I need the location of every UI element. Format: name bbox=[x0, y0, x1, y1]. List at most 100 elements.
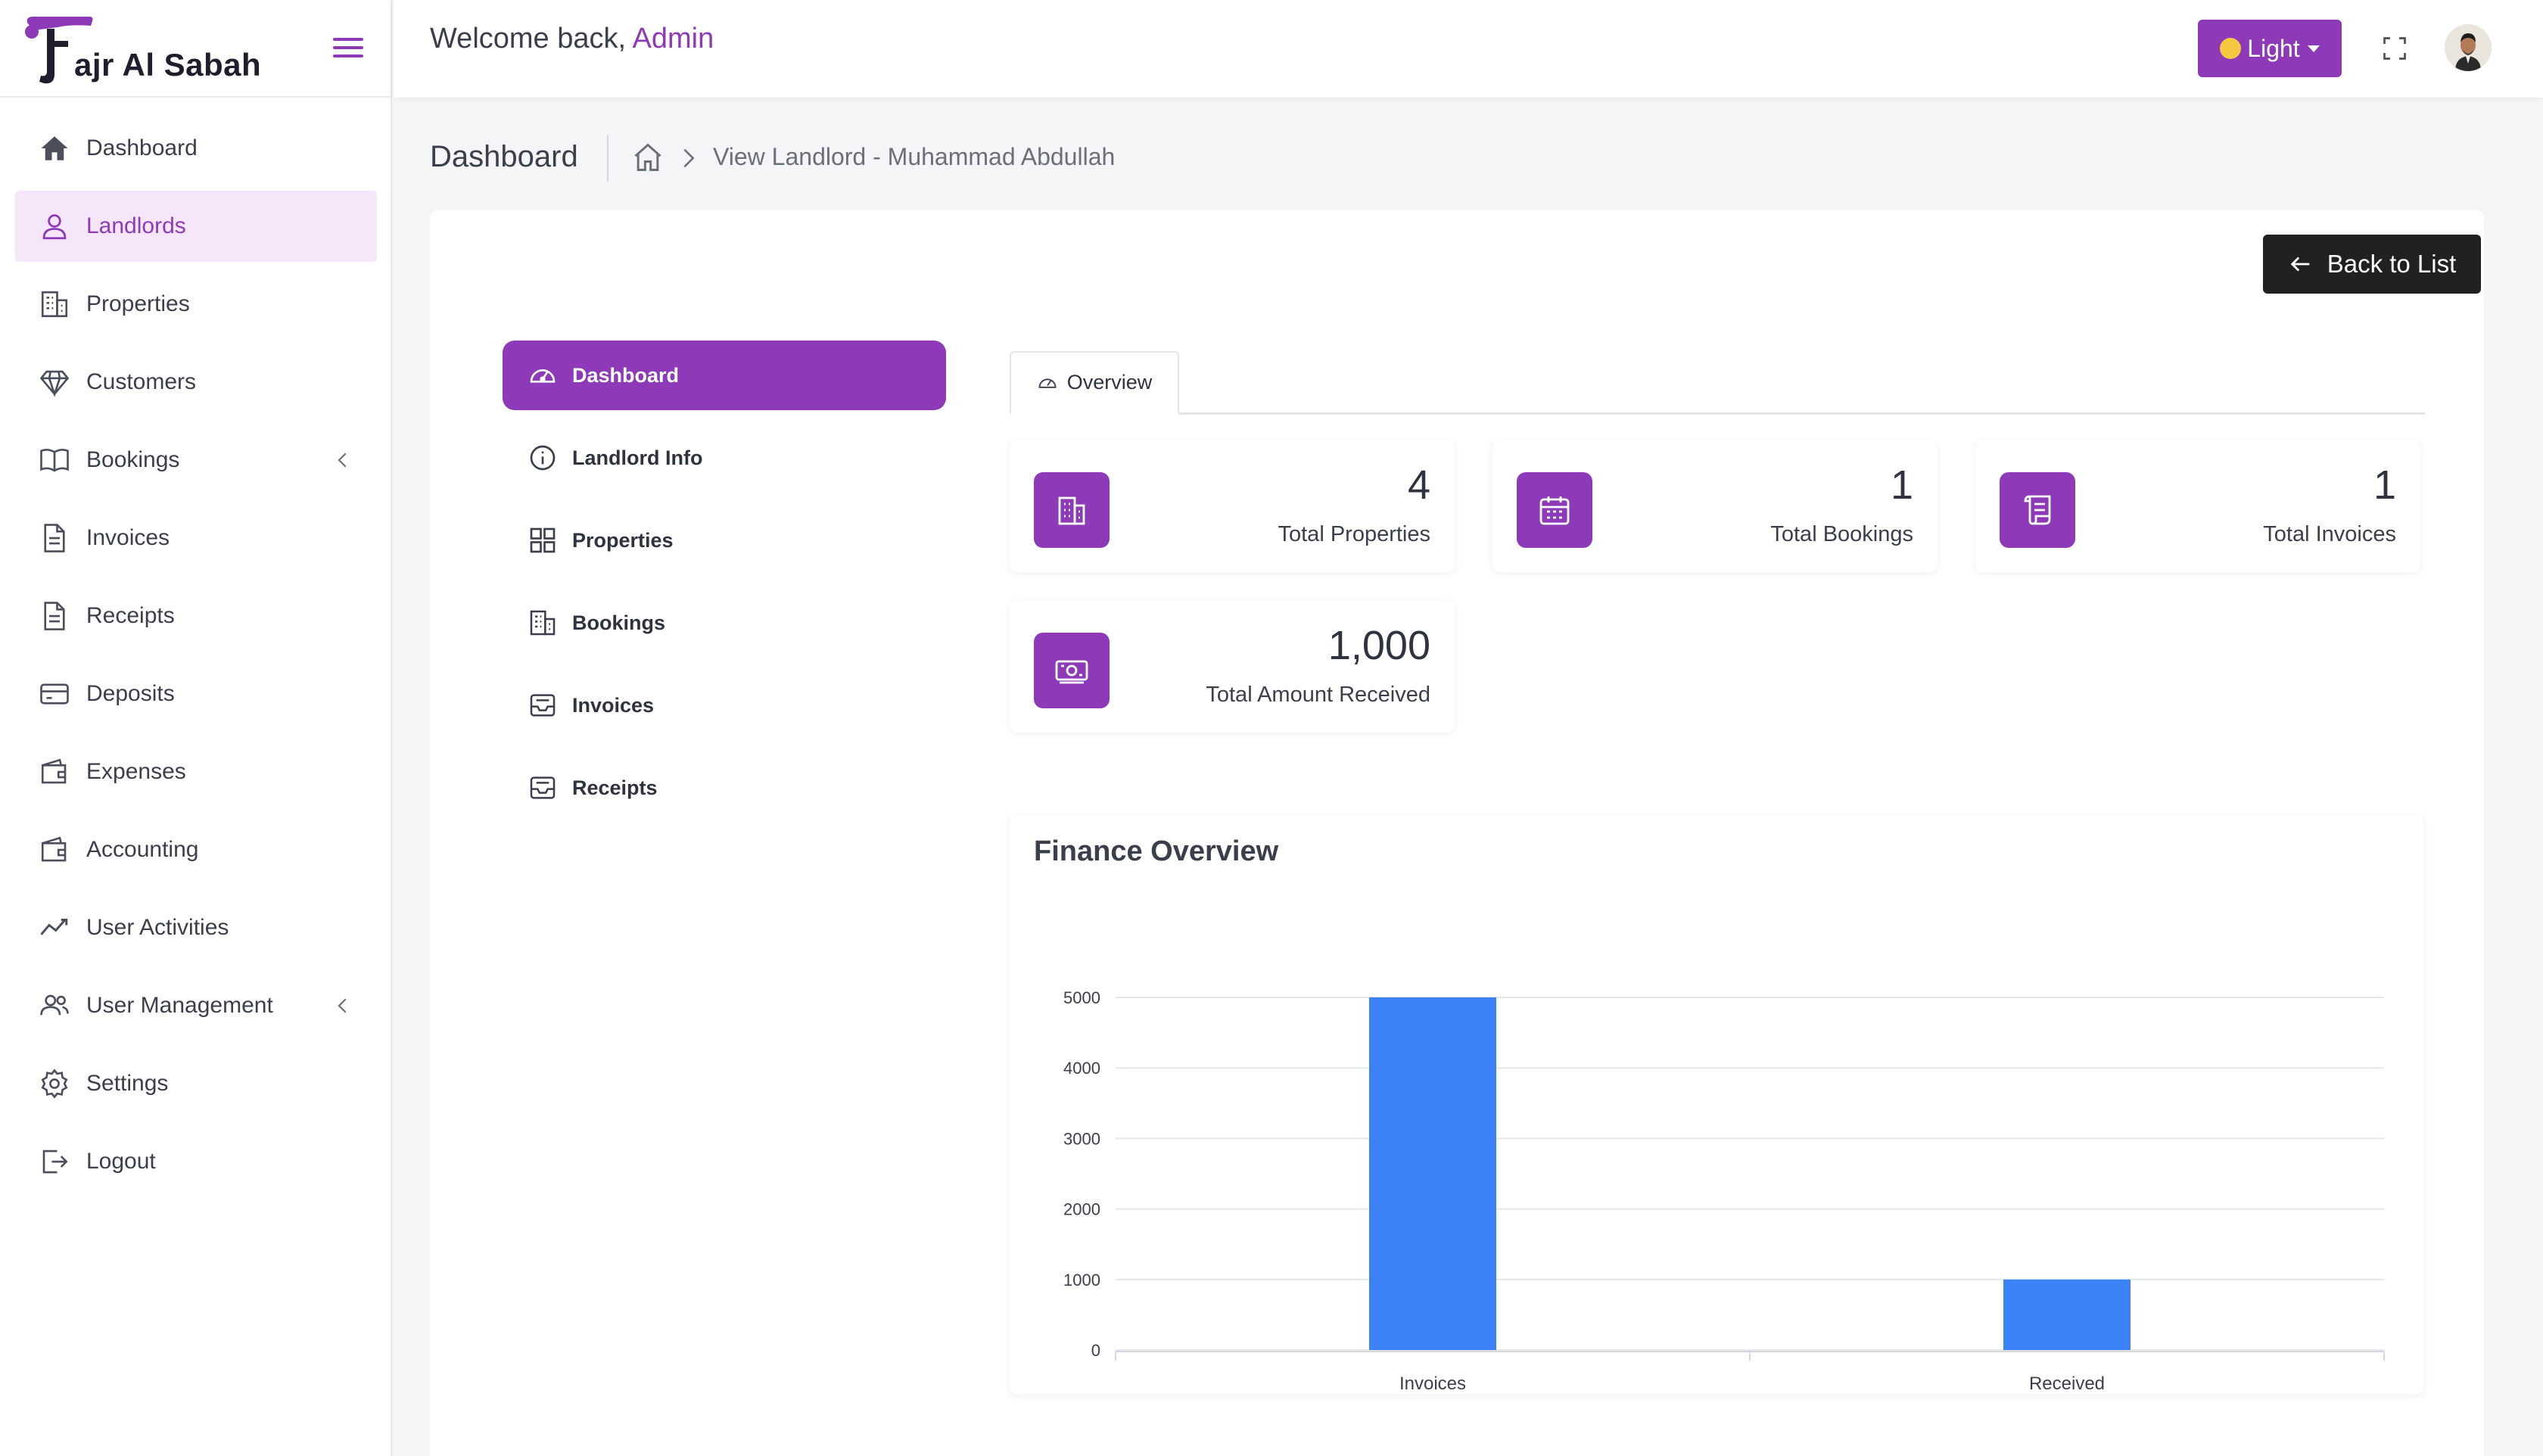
subnav-item-landlord-info[interactable]: Landlord Info bbox=[503, 423, 946, 493]
subnav-label: Dashboard bbox=[572, 363, 680, 387]
speedometer-icon bbox=[527, 359, 559, 391]
stat-value: 1,000 bbox=[1328, 623, 1430, 668]
wallet-icon bbox=[38, 833, 71, 866]
sidebar-item-label: Expenses bbox=[86, 759, 186, 784]
sidebar-item-properties[interactable]: Properties bbox=[15, 269, 377, 340]
sidebar-item-label: Properties bbox=[86, 291, 190, 316]
brand-bar: ajr Al Sabah bbox=[0, 0, 391, 98]
y-tick-label: 1000 bbox=[1063, 1271, 1100, 1290]
sidebar-item-logout[interactable]: Logout bbox=[15, 1126, 377, 1197]
subnav-item-invoices[interactable]: Invoices bbox=[503, 670, 946, 740]
subnav-item-properties[interactable]: Properties bbox=[503, 506, 946, 575]
stat-label: Total Properties bbox=[1278, 522, 1431, 546]
chevron-right-icon bbox=[683, 148, 695, 168]
sidebar-item-user-activities[interactable]: User Activities bbox=[15, 892, 377, 963]
stat-value: 4 bbox=[1407, 462, 1430, 508]
user-avatar-icon bbox=[2445, 24, 2492, 71]
activity-icon bbox=[38, 911, 71, 944]
grid-icon bbox=[527, 524, 559, 556]
finance-overview-card: Finance Overview 0 1000 2000 3000 4000 5000 In… bbox=[1010, 816, 2423, 1394]
avatar[interactable] bbox=[2445, 24, 2492, 71]
y-tick-label: 3000 bbox=[1063, 1129, 1100, 1148]
building-icon bbox=[1034, 472, 1110, 548]
subnav-item-bookings[interactable]: Bookings bbox=[503, 588, 946, 658]
subnav-label: Properties bbox=[572, 528, 674, 552]
landlord-subnav: Dashboard Landlord Info Properties Booki… bbox=[503, 341, 946, 835]
x-tick-label: Invoices bbox=[1399, 1374, 1466, 1394]
welcome-user: Admin bbox=[632, 23, 714, 54]
sidebar-item-dashboard[interactable]: Dashboard bbox=[15, 113, 377, 184]
fullscreen-icon[interactable] bbox=[2381, 35, 2408, 62]
caret-down-icon bbox=[2307, 45, 2320, 52]
inbox-icon bbox=[527, 689, 559, 721]
sidebar-item-bookings[interactable]: Bookings bbox=[15, 425, 377, 496]
sidebar-item-invoices[interactable]: Invoices bbox=[15, 502, 377, 574]
tab-overview[interactable]: Overview bbox=[1010, 351, 1179, 415]
cash-icon bbox=[1034, 633, 1110, 708]
stat-label: Total Bookings bbox=[1770, 522, 1913, 546]
sidebar-item-customers[interactable]: Customers bbox=[15, 347, 377, 418]
y-tick-label: 5000 bbox=[1063, 988, 1100, 1007]
top-header: Welcome back, Admin Light bbox=[394, 0, 2543, 98]
fajr-logo-icon bbox=[25, 17, 93, 84]
sidebar-item-label: User Management bbox=[86, 993, 273, 1018]
inbox-icon bbox=[527, 772, 559, 804]
document-icon bbox=[38, 521, 71, 555]
subnav-item-dashboard[interactable]: Dashboard bbox=[503, 341, 946, 410]
tab-bar: Overview bbox=[1010, 351, 2425, 415]
sidebar-item-receipts[interactable]: Receipts bbox=[15, 580, 377, 652]
home-icon[interactable] bbox=[631, 141, 665, 174]
subnav-label: Receipts bbox=[572, 776, 658, 799]
home-icon bbox=[38, 132, 71, 165]
sidebar-item-landlords[interactable]: Landlords bbox=[15, 191, 377, 262]
subnav-item-receipts[interactable]: Receipts bbox=[503, 753, 946, 823]
sidebar-item-label: Accounting bbox=[86, 837, 199, 862]
chevron-left-icon bbox=[338, 998, 347, 1013]
subnav-label: Landlord Info bbox=[572, 446, 703, 469]
sidebar-item-label: Dashboard bbox=[86, 135, 198, 160]
sidebar-item-label: User Activities bbox=[86, 915, 229, 940]
stat-label: Total Invoices bbox=[2263, 522, 2396, 546]
logo[interactable]: ajr Al Sabah bbox=[24, 14, 261, 86]
chevron-left-icon bbox=[338, 453, 347, 468]
sidebar-item-label: Invoices bbox=[86, 525, 170, 550]
sidebar-item-accounting[interactable]: Accounting bbox=[15, 814, 377, 885]
sidebar-item-label: Settings bbox=[86, 1071, 169, 1096]
welcome-message: Welcome back, Admin bbox=[430, 23, 714, 55]
page-title: Dashboard bbox=[430, 140, 578, 173]
stat-card-total-invoices: 1 Total Invoices bbox=[1975, 440, 2420, 572]
bar-invoices bbox=[1369, 997, 1496, 1350]
finance-overview-chart: 0 1000 2000 3000 4000 5000 Invoices Received bbox=[1063, 988, 2385, 1394]
y-tick-label: 2000 bbox=[1063, 1200, 1100, 1219]
stat-value: 1 bbox=[2373, 462, 2396, 508]
back-to-list-label: Back to List bbox=[2327, 250, 2457, 278]
breadcrumb-divider bbox=[607, 135, 609, 182]
landlord-detail-card: Back to List Dashboard Landlord Info Pro… bbox=[430, 210, 2484, 1456]
brand-name: ajr Al Sabah bbox=[74, 47, 262, 82]
sidebar-item-label: Customers bbox=[86, 369, 197, 394]
back-to-list-button[interactable]: Back to List bbox=[2263, 235, 2481, 294]
arrow-left-icon bbox=[2290, 257, 2310, 272]
subnav-label: Invoices bbox=[572, 693, 655, 717]
sidebar-item-label: Deposits bbox=[86, 681, 175, 706]
y-tick-label: 4000 bbox=[1063, 1059, 1100, 1078]
sun-icon bbox=[2220, 38, 2242, 59]
sidebar-item-settings[interactable]: Settings bbox=[15, 1048, 377, 1119]
wallet-icon bbox=[38, 755, 71, 789]
stat-label: Total Amount Received bbox=[1206, 683, 1430, 707]
menu-toggle-icon[interactable] bbox=[333, 38, 363, 61]
chart-title: Finance Overview bbox=[1034, 835, 1279, 867]
info-icon bbox=[527, 442, 559, 474]
bar-received bbox=[2003, 1279, 2131, 1350]
theme-toggle-button[interactable]: Light bbox=[2198, 20, 2342, 77]
sidebar-item-user-management[interactable]: User Management bbox=[15, 970, 377, 1041]
sidebar-item-label: Landlords bbox=[86, 213, 186, 238]
stat-value: 1 bbox=[1890, 462, 1913, 508]
stat-card-total-bookings: 1 Total Bookings bbox=[1492, 440, 1938, 572]
x-tick-label: Received bbox=[2029, 1374, 2105, 1394]
speedometer-icon bbox=[1038, 378, 1057, 388]
stat-card-total-properties: 4 Total Properties bbox=[1010, 440, 1455, 572]
users-icon bbox=[38, 989, 71, 1022]
sidebar-item-expenses[interactable]: Expenses bbox=[15, 736, 377, 807]
sidebar-item-deposits[interactable]: Deposits bbox=[15, 658, 377, 730]
